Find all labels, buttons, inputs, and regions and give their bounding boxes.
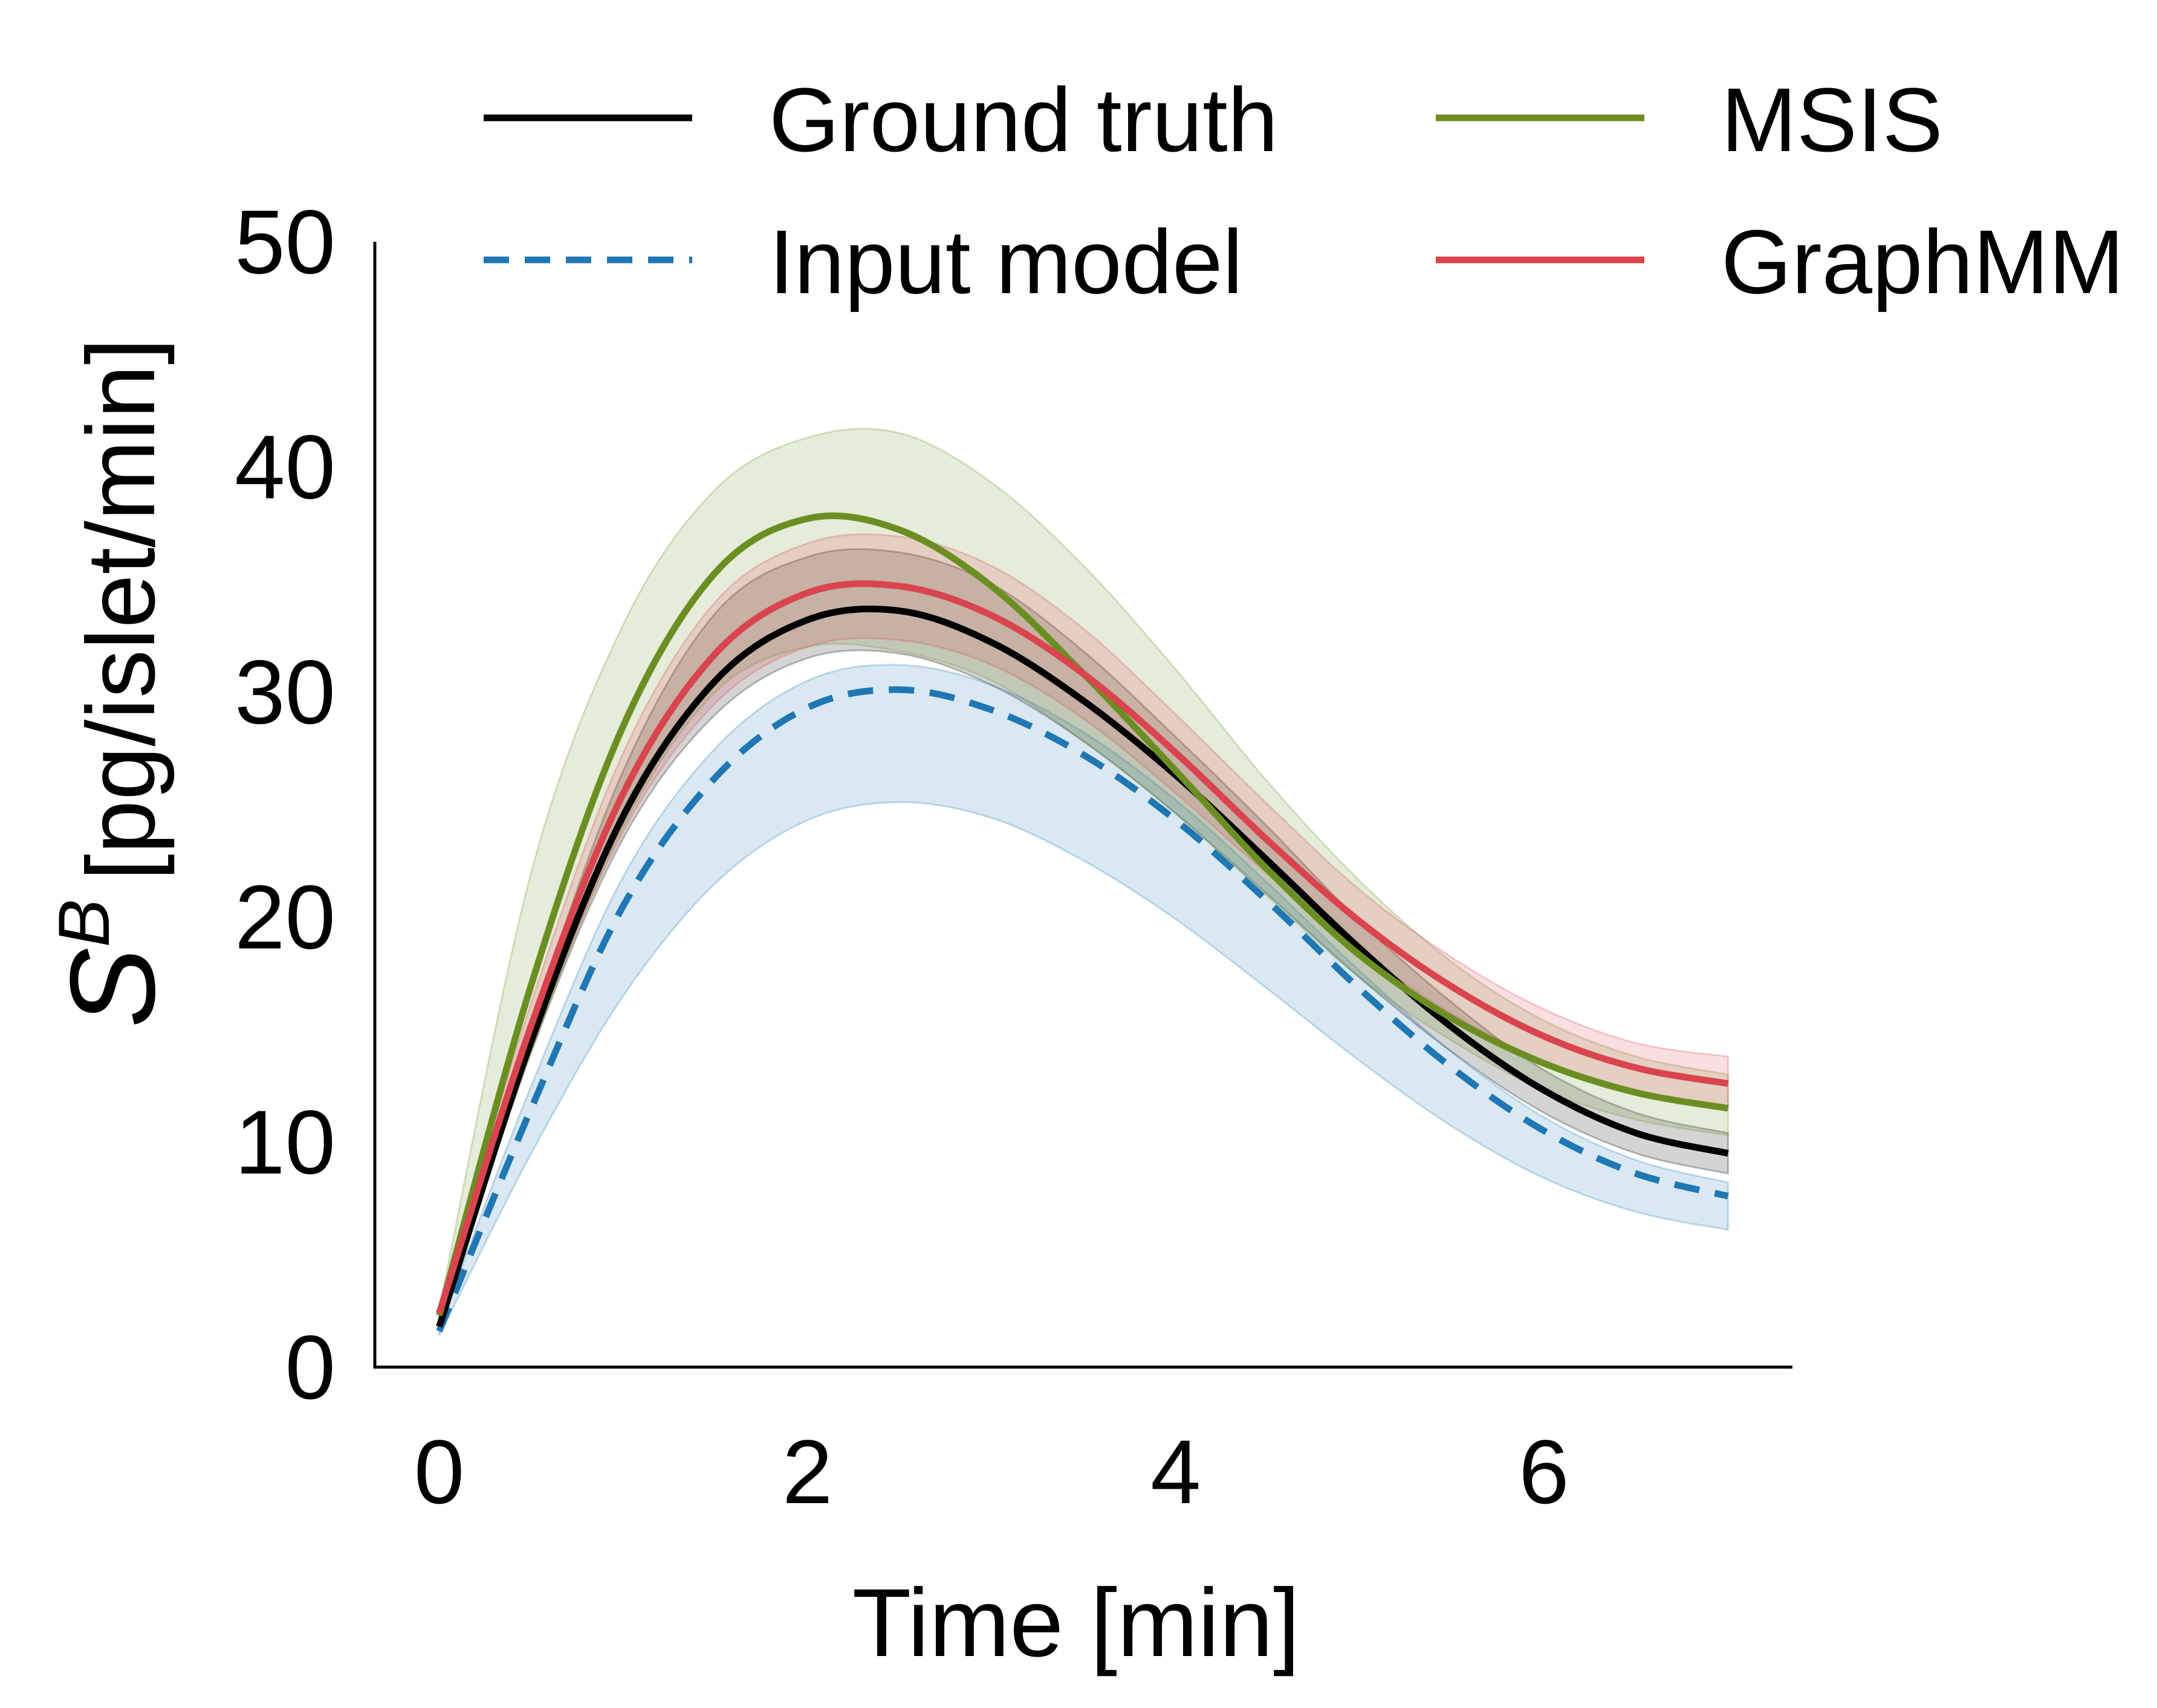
msis-band [438, 427, 1729, 1322]
svg-text:SB[pg/islet/min]: SB [pg/islet/min] [44, 338, 180, 1028]
y-axis-title: SB [pg/islet/min] [44, 338, 180, 1028]
msis-line [436, 512, 1729, 1316]
y-tick-label: 40 [235, 416, 336, 517]
y-tick-label: 30 [235, 641, 336, 743]
graphmm-line [436, 580, 1729, 1315]
ground-truth-line [436, 606, 1729, 1328]
y-tick-label: 50 [235, 191, 336, 293]
input-model-band [438, 664, 1729, 1336]
y-tick-label: 20 [235, 866, 336, 968]
legend: Ground truth Input model MSIS GraphMM [484, 69, 2124, 312]
x-axis-title: Time [min] [852, 1568, 1300, 1677]
confidence-bands [438, 427, 1729, 1336]
series-lines [436, 512, 1729, 1333]
y-tick-label: 0 [285, 1316, 336, 1418]
y-tick-label: 10 [235, 1092, 336, 1193]
y-axis-units: [pg/islet/min] [66, 338, 175, 881]
legend-label-ground-truth: Ground truth [769, 69, 1278, 170]
legend-label-msis: MSIS [1721, 69, 1943, 170]
y-axis-symbol: S [45, 947, 180, 1027]
x-ticks: 0 2 4 6 [414, 1421, 1569, 1522]
y-axis-superscript: B [44, 899, 125, 947]
input-model-line [436, 686, 1729, 1333]
x-tick-label: 6 [1519, 1421, 1569, 1522]
y-ticks: 0 10 20 30 40 50 [235, 191, 336, 1418]
legend-label-graphmm: GraphMM [1721, 211, 2124, 312]
graphmm-band [438, 533, 1729, 1318]
x-tick-label: 0 [414, 1421, 464, 1522]
x-tick-label: 4 [1150, 1421, 1201, 1522]
x-tick-label: 2 [782, 1421, 832, 1522]
ground-truth-band [438, 548, 1729, 1331]
legend-label-input-model: Input model [769, 211, 1243, 312]
